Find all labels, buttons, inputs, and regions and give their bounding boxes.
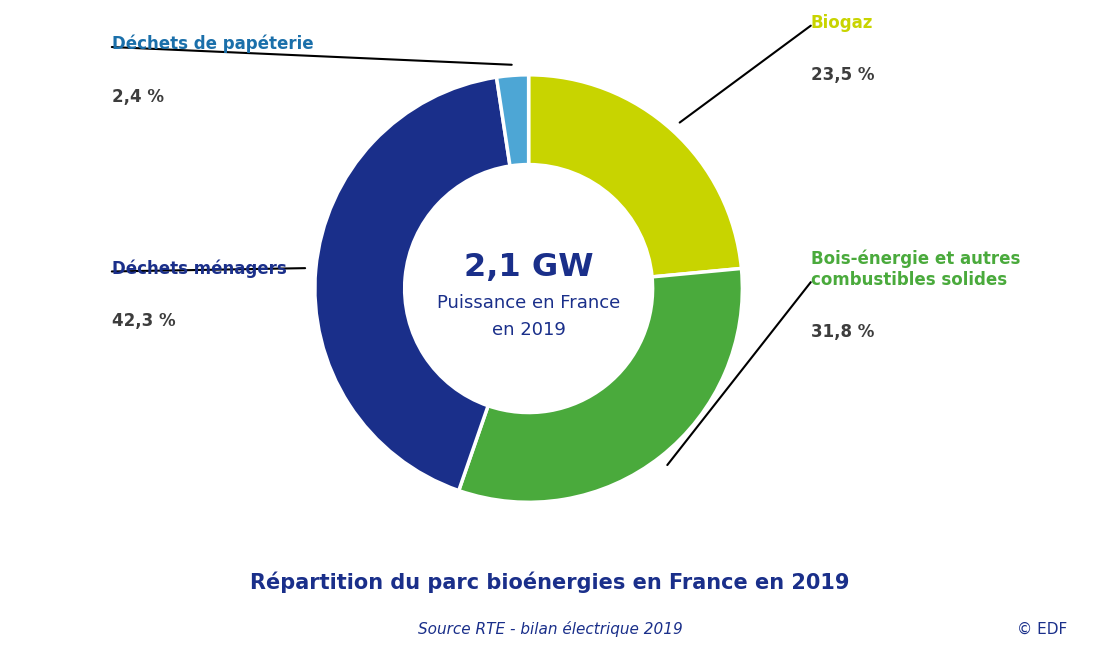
Text: Puissance en France
en 2019: Puissance en France en 2019 xyxy=(437,294,620,339)
Text: Bois-énergie et autres
combustibles solides: Bois-énergie et autres combustibles soli… xyxy=(811,249,1020,289)
Text: Biogaz: Biogaz xyxy=(811,14,873,32)
Text: 2,1 GW: 2,1 GW xyxy=(464,252,593,283)
Text: 42,3 %: 42,3 % xyxy=(112,312,175,330)
Wedge shape xyxy=(459,268,742,502)
Text: Déchets de papéterie: Déchets de papéterie xyxy=(112,35,314,53)
Text: © EDF: © EDF xyxy=(1016,622,1067,637)
Wedge shape xyxy=(315,77,510,491)
Text: Répartition du parc bioénergies en France en 2019: Répartition du parc bioénergies en Franc… xyxy=(251,571,849,593)
Wedge shape xyxy=(496,75,529,166)
Text: 31,8 %: 31,8 % xyxy=(811,323,874,341)
Text: Source RTE - bilan électrique 2019: Source RTE - bilan électrique 2019 xyxy=(418,621,682,637)
Text: Déchets ménagers: Déchets ménagers xyxy=(112,259,287,278)
Text: 2,4 %: 2,4 % xyxy=(112,88,164,106)
Wedge shape xyxy=(529,75,741,277)
Text: 23,5 %: 23,5 % xyxy=(811,66,874,84)
